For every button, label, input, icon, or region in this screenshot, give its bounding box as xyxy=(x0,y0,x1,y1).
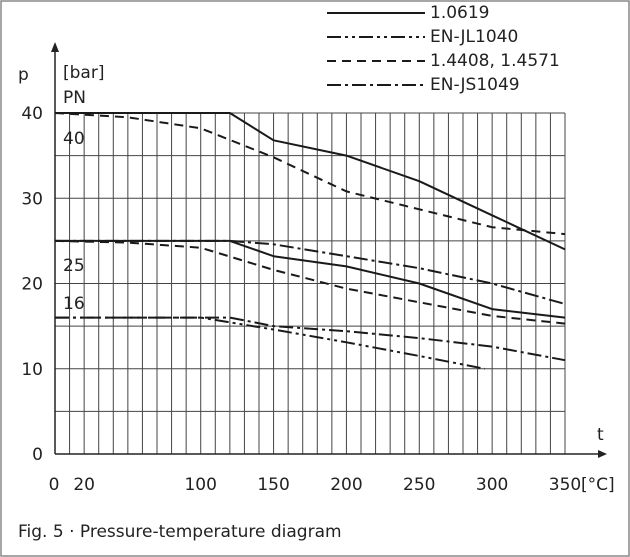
pn-label: 40 xyxy=(63,129,85,149)
x-tick-label: 200 xyxy=(330,475,362,495)
x-tick-label: 0 xyxy=(49,475,60,495)
x-axis-title: t xyxy=(597,425,604,445)
series-line xyxy=(55,241,565,304)
pn-label: 25 xyxy=(63,256,85,276)
x-axis-arrow xyxy=(598,450,607,458)
x-tick-label: 100 xyxy=(184,475,216,495)
x-tick-label: 250 xyxy=(403,475,435,495)
series-line xyxy=(55,113,565,234)
axes xyxy=(51,42,607,458)
x-tick-label: 300 xyxy=(476,475,508,495)
y-tick-label: 30 xyxy=(21,189,43,209)
y-tick-label: 40 xyxy=(21,104,43,124)
legend-label: EN-JL1040 xyxy=(430,27,518,47)
legend-label: EN-JS1049 xyxy=(430,75,520,95)
y-tick-label: 10 xyxy=(21,360,43,380)
legend-label: 1.4408, 1.4571 xyxy=(430,51,560,71)
figure-caption: Fig. 5 · Pressure-temperature diagram xyxy=(18,522,342,542)
y-axis-unit: [bar] xyxy=(63,63,104,83)
y-tick-label: 0 xyxy=(32,445,43,465)
legend: 1.0619 EN-JL1040 1.4408, 1.4571 EN-JS1049 xyxy=(327,3,560,95)
y-axis-arrow xyxy=(51,42,59,52)
y-tick-label: 20 xyxy=(21,275,43,295)
axis-labels: 0 20 100 150 200 250 300 350 0 10 20 30 40 p [bar] PN t [… xyxy=(18,63,615,495)
x-tick-label: 20 xyxy=(73,475,95,495)
series-line xyxy=(55,318,485,369)
x-tick-label: 350 xyxy=(549,475,581,495)
pn-label: 16 xyxy=(63,294,85,314)
legend-label: 1.0619 xyxy=(430,3,489,23)
x-axis-unit: [°C] xyxy=(581,475,615,495)
y-axis-title: p xyxy=(18,65,29,85)
series-line xyxy=(55,318,565,361)
pn-title: PN xyxy=(63,88,86,108)
x-tick-label: 150 xyxy=(257,475,289,495)
series-line xyxy=(55,113,565,249)
